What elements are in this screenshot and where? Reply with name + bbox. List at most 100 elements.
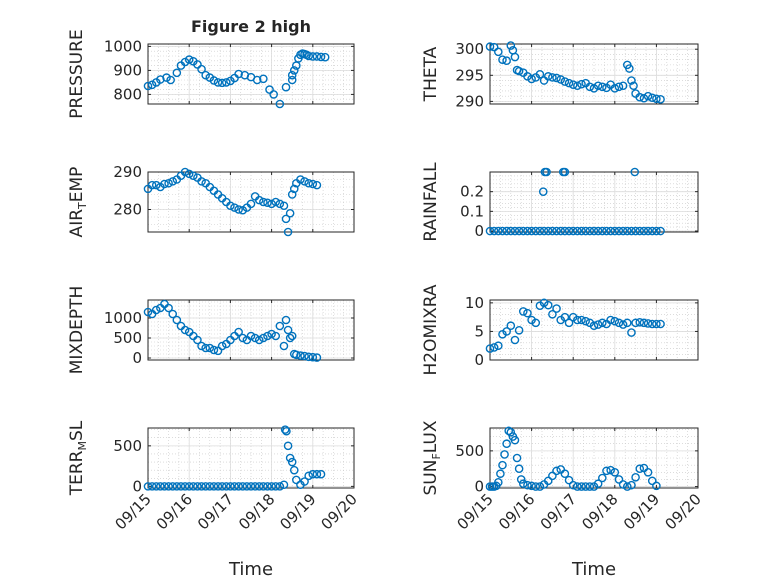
data-point — [581, 226, 590, 236]
data-point — [635, 226, 645, 236]
data-point — [234, 327, 243, 337]
y-axis-label: PRESSURE — [67, 29, 87, 118]
data-point — [205, 482, 215, 491]
data-point — [308, 352, 318, 362]
data-point — [151, 305, 161, 315]
data-point — [656, 95, 665, 104]
axes-panel-5: 0 500 1000 MIXDEPTH — [67, 286, 355, 374]
data-point — [510, 226, 520, 236]
data-point — [259, 197, 268, 207]
y-tick-label: 500 — [455, 442, 484, 460]
data-point — [496, 469, 505, 479]
data-point — [514, 226, 524, 236]
data-point — [300, 351, 309, 361]
y-label-part: PRESSURE — [67, 29, 87, 118]
y-tick-label: 1000 — [104, 309, 142, 327]
data-point — [506, 321, 516, 331]
data-point — [506, 226, 516, 236]
data-point — [577, 79, 586, 89]
data-point — [622, 482, 632, 491]
data-point — [205, 343, 215, 353]
data-point — [560, 469, 570, 479]
data-point — [568, 80, 578, 89]
data-point — [652, 94, 661, 104]
data-point — [242, 482, 252, 491]
data-point — [221, 482, 231, 491]
y-label-part: SL — [67, 420, 87, 441]
data-point — [304, 178, 313, 188]
y-tick-label: 290 — [455, 92, 484, 110]
data-point — [577, 226, 586, 236]
data-point — [221, 78, 231, 87]
data-point — [614, 475, 624, 484]
data-point — [166, 75, 175, 85]
data-point — [504, 426, 514, 436]
data-point — [143, 81, 153, 91]
y-tick-label: 500 — [113, 437, 142, 455]
data-point — [552, 73, 561, 83]
data-point — [556, 75, 566, 84]
data-point — [589, 321, 599, 331]
x-tick-label: 09/20 — [318, 490, 361, 533]
data-point — [151, 482, 161, 491]
data-point — [489, 343, 499, 352]
data-point — [197, 177, 206, 186]
data-point — [494, 47, 503, 57]
data-point — [573, 315, 582, 325]
x-tick-label: 09/16 — [495, 490, 538, 533]
data-point — [234, 69, 243, 79]
axes-box — [147, 427, 355, 489]
grid-lines — [489, 171, 699, 232]
data-point — [564, 475, 574, 485]
data-point — [535, 226, 545, 236]
data-point — [292, 475, 301, 485]
data-point — [585, 226, 595, 236]
data-point — [147, 482, 157, 491]
data-point — [168, 309, 178, 319]
data-point — [217, 78, 227, 88]
x-tick-label: 09/18 — [235, 490, 278, 533]
data-point — [506, 41, 516, 50]
y-tick-label: 295 — [455, 66, 484, 84]
y-tick-label: 0.2 — [460, 183, 484, 201]
data-point — [180, 167, 190, 177]
data-point — [282, 426, 291, 436]
data-point — [542, 167, 551, 177]
y-label-part: SUN — [421, 460, 441, 496]
data-point — [618, 480, 628, 489]
data-point — [246, 482, 256, 491]
data-point — [259, 482, 268, 491]
data-point — [502, 56, 511, 65]
axes-panel-3: 280 290 AIRTEMP — [67, 163, 355, 237]
data-point — [217, 482, 227, 491]
y-tick-label: 5 — [474, 322, 484, 340]
data-point — [635, 317, 645, 327]
grid-lines — [147, 300, 355, 360]
series-markers — [143, 425, 326, 491]
data-point — [289, 184, 299, 194]
data-point — [643, 319, 653, 328]
data-point — [639, 318, 649, 328]
series-markers — [485, 426, 661, 491]
data-point — [279, 480, 289, 490]
y-tick-label: 290 — [113, 163, 142, 181]
data-point — [267, 329, 276, 339]
y-tick-label: 800 — [113, 85, 142, 103]
data-point — [143, 482, 153, 491]
data-point — [538, 187, 548, 196]
data-point — [647, 93, 657, 103]
y-tick-label: 0 — [132, 477, 142, 495]
data-point — [209, 345, 219, 355]
data-point — [652, 319, 661, 329]
data-point — [614, 226, 624, 236]
x-tick-label: 09/20 — [662, 490, 705, 533]
data-point — [585, 82, 595, 92]
data-point — [606, 465, 615, 475]
data-point — [308, 179, 318, 189]
data-point — [176, 482, 186, 491]
x-tick-label: 09/17 — [194, 490, 237, 533]
data-point — [230, 203, 239, 212]
data-point — [172, 482, 182, 491]
data-point — [614, 82, 624, 92]
grid-lines — [147, 171, 355, 233]
